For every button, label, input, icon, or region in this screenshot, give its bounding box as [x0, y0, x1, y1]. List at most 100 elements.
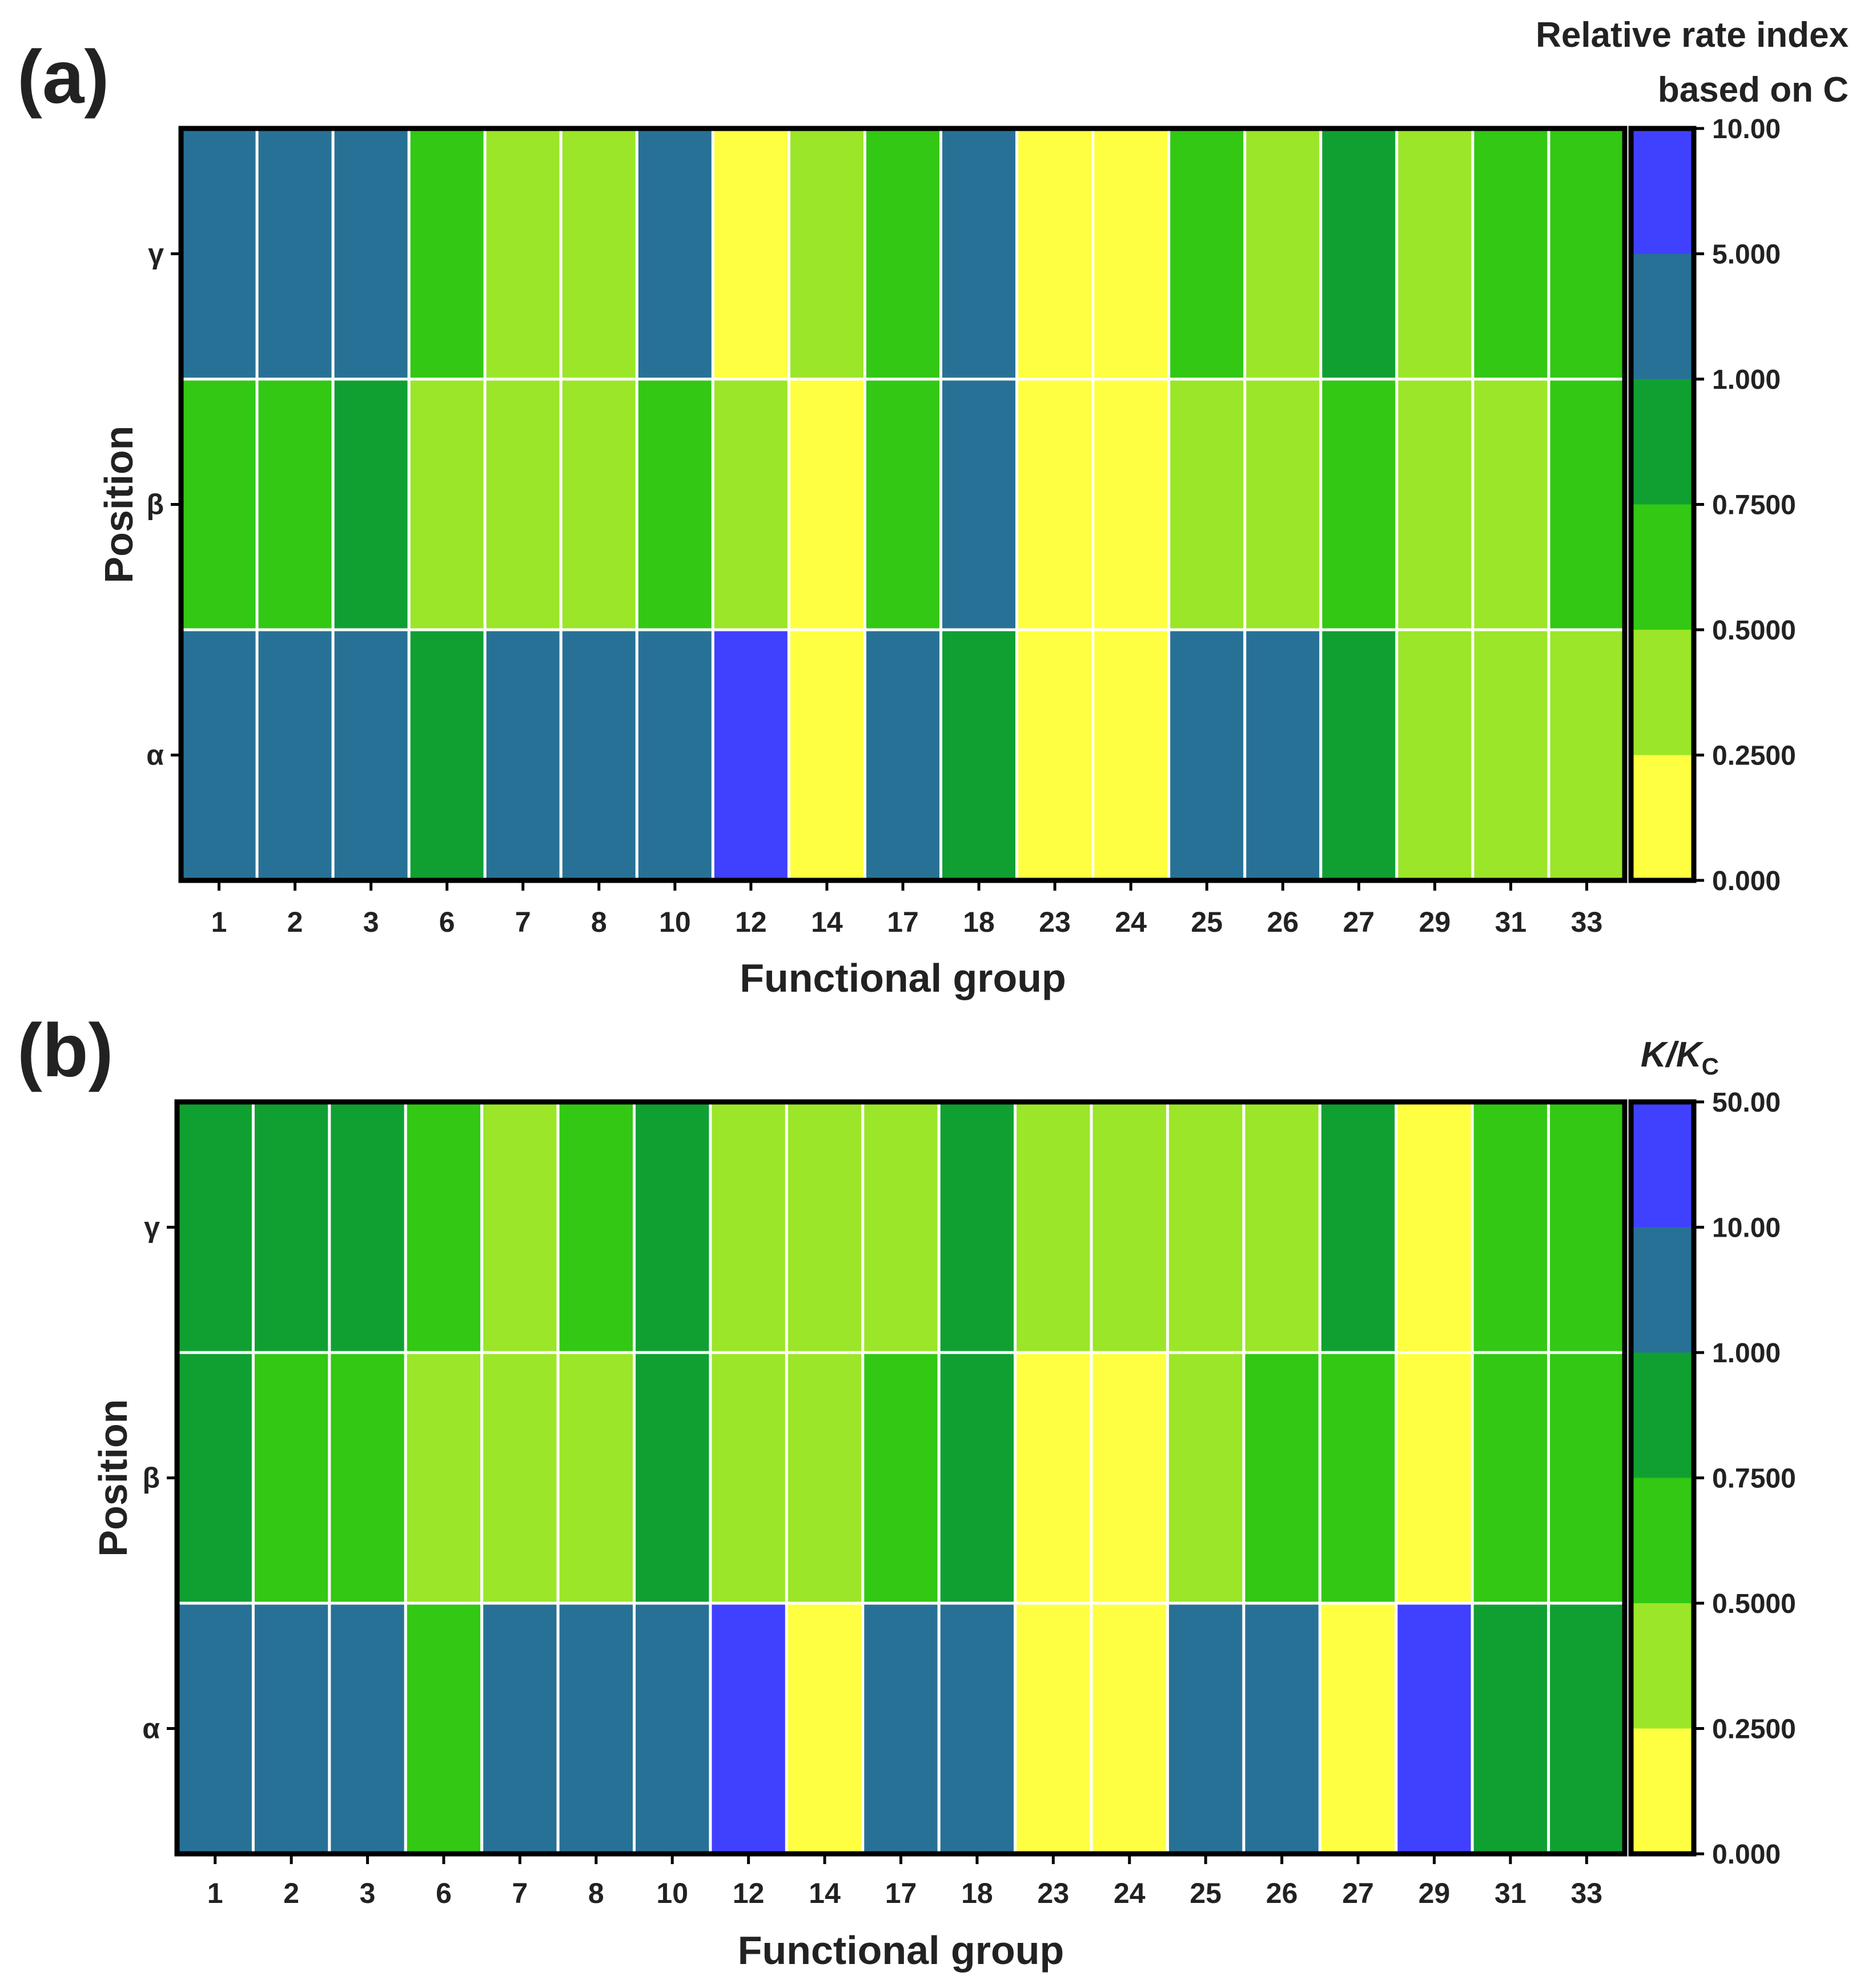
- y-tick-label: γ: [144, 1212, 160, 1243]
- heatmap-cell: [1318, 1351, 1398, 1605]
- heatmap-cell: [709, 1100, 788, 1354]
- x-tick-label: 24: [1114, 1877, 1146, 1909]
- x-tick-label: 25: [1191, 906, 1223, 938]
- heatmap-cell: [559, 377, 638, 631]
- heatmap-cell: [1015, 628, 1095, 882]
- heatmap-cell: [1167, 628, 1247, 882]
- heatmap-cell: [1547, 1100, 1626, 1354]
- heatmap-cell: [407, 628, 487, 882]
- x-tick-label: 33: [1570, 1877, 1602, 1909]
- x-axis-title: Functional group: [738, 1928, 1064, 1973]
- heatmap-cell: [861, 1351, 941, 1605]
- colorbar-band: [1631, 128, 1694, 254]
- colorbar-band: [1631, 379, 1694, 505]
- heatmap-cell: [1319, 628, 1399, 882]
- heatmap-cell: [937, 1601, 1017, 1856]
- heatmap-cell: [407, 377, 487, 631]
- heatmap-cell: [483, 628, 563, 882]
- heatmap-cell: [1243, 377, 1323, 631]
- heatmap-cell: [1091, 127, 1171, 381]
- heatmap-cell: [255, 377, 335, 631]
- heatmap-cell: [1090, 1351, 1169, 1605]
- heatmap-cell: [635, 628, 714, 882]
- colorbar-band: [1631, 253, 1694, 380]
- heatmap-cell: [1471, 1351, 1550, 1605]
- heatmap-cell: [787, 628, 866, 882]
- colorbar-tick-label: 50.00: [1712, 1088, 1781, 1118]
- heatmap-cell: [331, 628, 411, 882]
- heatmap-cell: [1395, 1100, 1474, 1354]
- heatmap-cell: [175, 1601, 255, 1856]
- colorbar-band: [1631, 1478, 1694, 1604]
- heatmap-cell: [1395, 377, 1475, 631]
- heatmap-cell: [556, 1351, 636, 1605]
- heatmap-cell: [328, 1351, 407, 1605]
- heatmap-cell: [785, 1601, 865, 1856]
- heatmap-cell: [328, 1100, 407, 1354]
- colorbar-title-subscript: C: [1702, 1053, 1719, 1080]
- heatmap-cell: [711, 127, 790, 381]
- heatmap-cell: [939, 127, 1019, 381]
- heatmap-cell: [1091, 377, 1171, 631]
- x-tick-label: 3: [363, 906, 379, 938]
- x-tick-label: 31: [1495, 1877, 1526, 1909]
- x-tick-label: 14: [811, 906, 843, 938]
- colorbar-tick-label: 1.000: [1712, 1338, 1781, 1369]
- heatmap-cell: [483, 127, 563, 381]
- heatmap-cell: [633, 1351, 712, 1605]
- heatmap-cell: [1471, 377, 1550, 631]
- heatmap-cell: [939, 628, 1019, 882]
- panel-label: (b): [17, 1008, 114, 1092]
- heatmap-cell: [1014, 1351, 1093, 1605]
- heatmap-cell: [1395, 127, 1475, 381]
- x-tick-label: 7: [515, 906, 531, 938]
- heatmap-cell: [559, 127, 638, 381]
- heatmap-cell: [251, 1100, 331, 1354]
- heatmap-cell: [1242, 1601, 1321, 1856]
- heatmap-cell: [1166, 1100, 1246, 1354]
- heatmap-cell: [1242, 1351, 1321, 1605]
- heatmap-cell: [1015, 127, 1095, 381]
- colorbar-tick-label: 0.7500: [1712, 1464, 1796, 1494]
- x-tick-label: 2: [287, 906, 303, 938]
- heatmap-cell: [1015, 377, 1095, 631]
- heatmap-cell: [480, 1601, 560, 1856]
- heatmap-cell: [556, 1601, 636, 1856]
- x-tick-label: 14: [809, 1877, 841, 1909]
- heatmap-cell: [1547, 1601, 1626, 1856]
- heatmap-cell: [559, 628, 638, 882]
- heatmap-cell: [1167, 377, 1247, 631]
- heatmap-cell: [1318, 1601, 1398, 1856]
- x-tick-label: 8: [591, 906, 607, 938]
- x-tick-label: 23: [1039, 906, 1071, 938]
- heatmap-cell: [787, 377, 866, 631]
- colorbar-band: [1631, 1603, 1694, 1729]
- y-tick-label: α: [142, 1713, 160, 1745]
- heatmap-cell: [1471, 1100, 1550, 1354]
- heatmap-cell: [1166, 1351, 1246, 1605]
- x-tick-label: 1: [207, 1877, 223, 1909]
- colorbar-title: Relative rate index: [1536, 15, 1849, 55]
- heatmap-panel-b: (b)1 2 3 6 7 8 10 12 14 17 18 23 24 25 26 27 29 31 33Funct…: [17, 1008, 1796, 1973]
- colorbar-tick-label: 0.5000: [1712, 615, 1796, 646]
- heatmap-cell: [1547, 377, 1626, 631]
- x-tick-label: 27: [1343, 906, 1375, 938]
- x-tick-label: 27: [1342, 1877, 1374, 1909]
- x-tick-label: 18: [961, 1877, 993, 1909]
- x-tick-label: 18: [963, 906, 995, 938]
- x-tick-label: 24: [1115, 906, 1147, 938]
- heatmap-cell: [179, 628, 259, 882]
- heatmap-cell: [404, 1351, 484, 1605]
- colorbar: 50.00 10.00 1.000 0.7500 0.5000 0.2500 0.000: [1628, 1088, 1796, 1870]
- colorbar-title: K/KC: [1641, 1035, 1719, 1080]
- x-tick-label: 26: [1266, 1877, 1298, 1909]
- heatmap-cell: [480, 1351, 560, 1605]
- colorbar-tick-label: 0.7500: [1712, 490, 1796, 521]
- heatmap-cell: [1471, 1601, 1550, 1856]
- colorbar-tick-label: 0.000: [1712, 866, 1781, 896]
- heatmap-cell: [255, 628, 335, 882]
- heatmap-cell: [1471, 127, 1550, 381]
- heatmap-cell: [179, 127, 259, 381]
- heatmap-cell: [404, 1100, 484, 1354]
